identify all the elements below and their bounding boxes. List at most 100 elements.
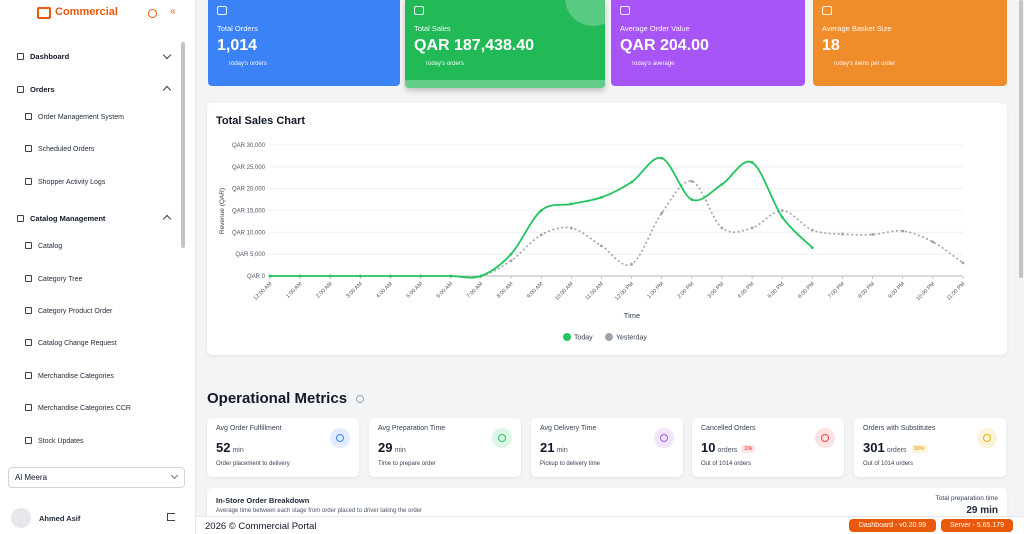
metric-unit: orders (886, 447, 907, 454)
nav-group-label: Catalog Management (30, 214, 106, 224)
metric-note: Out of 1014 orders (701, 461, 752, 467)
y-axis-label: Revenue (QAR) (219, 188, 226, 234)
x-tick-label: 6:00 AM (436, 281, 455, 300)
nav-item[interactable]: Scheduled Orders (25, 145, 94, 153)
nav-group[interactable]: Catalog Management (17, 214, 105, 223)
data-point (690, 179, 694, 183)
nav-item[interactable]: Order Management System (25, 113, 124, 121)
data-point (690, 198, 694, 201)
metric-value: 10 (701, 440, 716, 455)
nav-item[interactable]: Stock Updates (25, 436, 84, 445)
nav-group-label: Dashboard (30, 52, 70, 61)
x-tick-label: 7:00 PM (827, 281, 846, 300)
y-tick-label: QAR 0 (247, 274, 266, 280)
sidebar: Commercial « Dashboard Orders Order Manage… (0, 0, 196, 534)
x-tick-label: 3:00 PM (707, 281, 726, 300)
stat-value: QAR 187,438.40 (414, 37, 535, 54)
nav-item-label: Scheduled Orders (38, 146, 95, 154)
legend-label: Yesterday (616, 335, 647, 342)
nav-item-label: Catalog (38, 243, 63, 251)
data-point (509, 259, 513, 263)
nav-item-label: Catalog Change Request (38, 340, 117, 348)
data-point (750, 226, 754, 230)
metric-note: Out of 1014 orders (863, 461, 914, 467)
x-tick-label: 10:00 PM (915, 281, 936, 302)
y-tick-label: QAR 30,000 (232, 143, 266, 149)
data-point (660, 156, 664, 160)
metric-badge: 30% (910, 445, 928, 453)
x-tick-label: 4:00 AM (375, 281, 394, 300)
y-tick-label: QAR 10,000 (232, 230, 266, 236)
data-point (810, 228, 814, 232)
metric-note: Order placement to delivery (216, 461, 290, 467)
stat-value: 18 (822, 37, 840, 54)
stat-note: Today's items per order (833, 61, 896, 67)
nav-item[interactable]: Category Tree (25, 274, 83, 283)
store-select[interactable]: Al Meera (8, 467, 185, 488)
x-tick-label: 1:00 PM (646, 281, 665, 300)
nav-group[interactable]: Orders (17, 85, 55, 94)
data-point (419, 274, 423, 278)
data-point (630, 180, 633, 184)
metric-value: 21 (540, 440, 555, 455)
y-tick-label: QAR 15,000 (232, 209, 266, 215)
stat-label: Average Order Value (620, 24, 690, 33)
nav-icon (25, 436, 32, 444)
x-tick-label: 11:00 PM (946, 281, 967, 302)
collapse-button[interactable]: « (170, 6, 176, 17)
x-tick-label: 3:00 AM (345, 281, 364, 300)
metric-card: Cancelled Orders 10 orders 1% Out of 1014 or… (692, 418, 844, 477)
nav-item[interactable]: Shopper Activity Logs (25, 177, 105, 186)
nav-item-label: Category Product Order (38, 308, 113, 315)
nav-item[interactable]: Category Product Order (25, 307, 112, 315)
logo: Commercial (55, 6, 118, 18)
breakdown-subtitle: Average time between each stage from ord… (216, 508, 423, 514)
nav-group[interactable]: Dashboard (17, 52, 69, 61)
data-point (268, 274, 272, 278)
y-tick-label: QAR 5,000 (235, 252, 265, 258)
data-point (600, 244, 603, 248)
metric-value: 301 (863, 440, 885, 455)
nav-item-label: Merchandise Categories CCR (38, 405, 131, 413)
metric-value-row: 21 min (540, 440, 568, 455)
series-line (270, 157, 813, 279)
nav-item-label: Category Tree (38, 275, 83, 283)
x-tick-label: 5:00 PM (767, 281, 786, 300)
metric-unit: min (394, 447, 406, 454)
chart-card: Total Sales Chart Time Revenue (QAR) QAR… (207, 103, 1007, 355)
logout-button[interactable] (167, 513, 175, 521)
nav-item[interactable]: Merchandise Categories CCR (25, 404, 131, 412)
data-point (600, 196, 603, 199)
copyright: 2026 © Commercial Portal (205, 521, 317, 532)
x-tick-label: 1:00 AM (285, 281, 304, 300)
nav-item[interactable]: Catalog Change Request (25, 339, 117, 347)
data-point (630, 262, 633, 266)
nav-item-label: Stock Updates (38, 437, 84, 445)
version-badge: Dashboard - v0.20.99 (849, 519, 936, 532)
data-point (539, 233, 543, 237)
metric-value: 52 (216, 440, 231, 455)
stat-label: Total Sales (414, 24, 451, 33)
nav-icon (25, 145, 32, 153)
metric-note: Pickup to delivery time (540, 461, 601, 467)
metric-icon (815, 428, 835, 448)
metric-value-row: 10 orders 1% (701, 440, 756, 455)
x-tick-label: 4:00 PM (737, 281, 756, 300)
metric-title: Cancelled Orders (701, 425, 756, 432)
info-icon[interactable] (356, 395, 364, 403)
data-point (961, 261, 965, 265)
stat-icon (822, 6, 832, 15)
data-point (449, 274, 453, 278)
x-axis-label: Time (624, 311, 640, 320)
metric-glyph (336, 434, 344, 442)
y-tick-label: QAR 20,000 (232, 187, 266, 193)
x-tick-label: 9:00 AM (526, 281, 545, 300)
x-tick-label: 9:00 PM (887, 281, 906, 300)
nav-item[interactable]: Catalog (25, 242, 62, 250)
nav-item[interactable]: Merchandise Categories (25, 371, 114, 380)
x-tick-label: 8:00 AM (496, 281, 515, 300)
settings-icon[interactable] (148, 9, 157, 18)
chart: Total Sales Chart Time Revenue (QAR) QAR… (216, 115, 967, 342)
nav-icon (25, 371, 32, 379)
